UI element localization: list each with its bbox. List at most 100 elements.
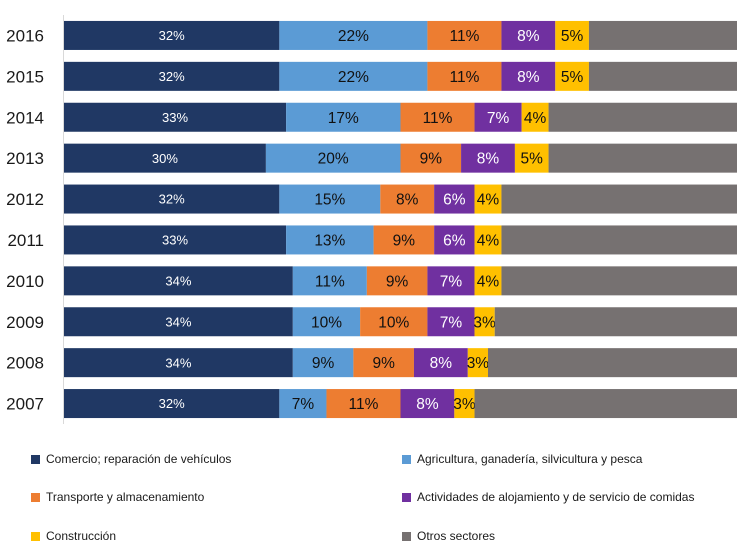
data-label: 7% xyxy=(292,396,315,413)
bar-segment xyxy=(501,225,737,255)
data-label: 7% xyxy=(440,314,463,331)
data-label: 13% xyxy=(314,233,345,250)
bar-segment xyxy=(279,61,428,91)
data-label: 4% xyxy=(477,233,500,250)
data-label: 34% xyxy=(165,274,191,289)
bar-segment xyxy=(501,20,556,50)
data-label: 9% xyxy=(420,151,443,168)
bar-segment xyxy=(373,225,435,255)
bar-segment xyxy=(286,225,374,255)
data-label: 5% xyxy=(521,151,544,168)
bar-segment xyxy=(487,348,737,378)
bar-segment xyxy=(548,143,737,173)
bar-segment xyxy=(555,20,589,50)
data-label: 9% xyxy=(312,355,335,372)
y-tick-label: 2016 xyxy=(6,26,44,45)
bar-segment xyxy=(360,307,428,337)
bar-segment xyxy=(413,348,468,378)
data-label: 10% xyxy=(378,314,409,331)
bar-segment xyxy=(434,225,475,255)
bar-segment xyxy=(427,20,502,50)
bar-segment xyxy=(400,389,455,419)
bar-segment xyxy=(427,266,475,296)
data-label: 17% xyxy=(328,110,359,127)
bar-segment xyxy=(514,143,549,173)
data-label: 8% xyxy=(430,355,453,372)
bar-segment xyxy=(501,266,737,296)
data-label: 6% xyxy=(443,233,466,250)
y-tick-label: 2010 xyxy=(6,272,44,291)
bar-segment xyxy=(474,184,502,214)
bar-segment xyxy=(292,266,367,296)
bar-segment xyxy=(501,61,556,91)
bar-segment xyxy=(434,184,475,214)
bar-segment xyxy=(279,184,381,214)
bar-segment xyxy=(494,307,737,337)
bar-segment xyxy=(427,307,475,337)
data-label: 22% xyxy=(338,69,369,86)
data-label: 15% xyxy=(314,192,345,209)
data-label: 34% xyxy=(165,355,191,370)
data-label: 8% xyxy=(517,69,540,86)
bar-segment xyxy=(474,307,495,337)
y-tick-label: 2013 xyxy=(6,149,44,168)
y-tick-label: 2015 xyxy=(6,67,44,86)
bar-segment xyxy=(265,143,401,173)
data-label: 4% xyxy=(477,273,500,290)
data-label: 7% xyxy=(440,273,463,290)
data-label: 5% xyxy=(561,69,584,86)
data-label: 3% xyxy=(467,355,490,372)
data-label: 34% xyxy=(165,314,191,329)
y-tick-label: 2009 xyxy=(6,313,44,332)
bar-segment xyxy=(64,102,287,132)
data-label: 33% xyxy=(162,110,188,125)
data-label: 7% xyxy=(487,110,510,127)
data-label: 4% xyxy=(524,110,547,127)
bar-segment xyxy=(64,184,280,214)
bar-segment xyxy=(467,348,488,378)
bar-segment xyxy=(588,20,737,50)
bar-segment xyxy=(501,184,737,214)
data-label: 11% xyxy=(423,110,453,127)
bar-segment xyxy=(461,143,515,173)
bar-segment xyxy=(366,266,428,296)
data-label: 20% xyxy=(318,151,349,168)
bar-segment xyxy=(64,143,266,173)
bar-segment xyxy=(380,184,435,214)
bar-segment xyxy=(64,266,293,296)
bar-segment xyxy=(326,389,401,419)
data-label: 30% xyxy=(152,151,178,166)
y-tick-label: 2011 xyxy=(7,231,44,250)
data-label: 32% xyxy=(159,192,185,207)
bar-segment xyxy=(353,348,414,378)
data-label: 8% xyxy=(517,28,540,45)
bar-segment xyxy=(474,389,737,419)
bar-segment xyxy=(474,266,502,296)
bar-segment xyxy=(548,102,737,132)
bar-segment xyxy=(64,225,287,255)
data-label: 9% xyxy=(372,355,395,372)
data-label: 3% xyxy=(453,396,476,413)
data-label: 10% xyxy=(311,314,342,331)
bar-segment xyxy=(521,102,549,132)
bar-segment xyxy=(64,348,293,378)
data-label: 5% xyxy=(561,28,584,45)
data-label: 6% xyxy=(443,192,466,209)
bar-segment xyxy=(474,225,502,255)
bar-segment xyxy=(279,389,327,419)
bar-segment xyxy=(400,102,475,132)
bar-segment xyxy=(64,307,293,337)
y-tick-label: 2007 xyxy=(6,395,44,414)
bar-segment xyxy=(292,307,361,337)
bar-segment xyxy=(555,61,589,91)
bar-segment xyxy=(474,102,522,132)
data-label: 11% xyxy=(349,396,379,413)
data-label: 11% xyxy=(315,273,345,290)
data-label: 9% xyxy=(393,233,416,250)
bar-segment xyxy=(286,102,401,132)
bar-segment xyxy=(279,20,428,50)
y-tick-label: 2012 xyxy=(6,190,44,209)
data-label: 22% xyxy=(338,28,369,45)
bar-segment xyxy=(64,389,280,419)
bar-segment xyxy=(64,20,280,50)
